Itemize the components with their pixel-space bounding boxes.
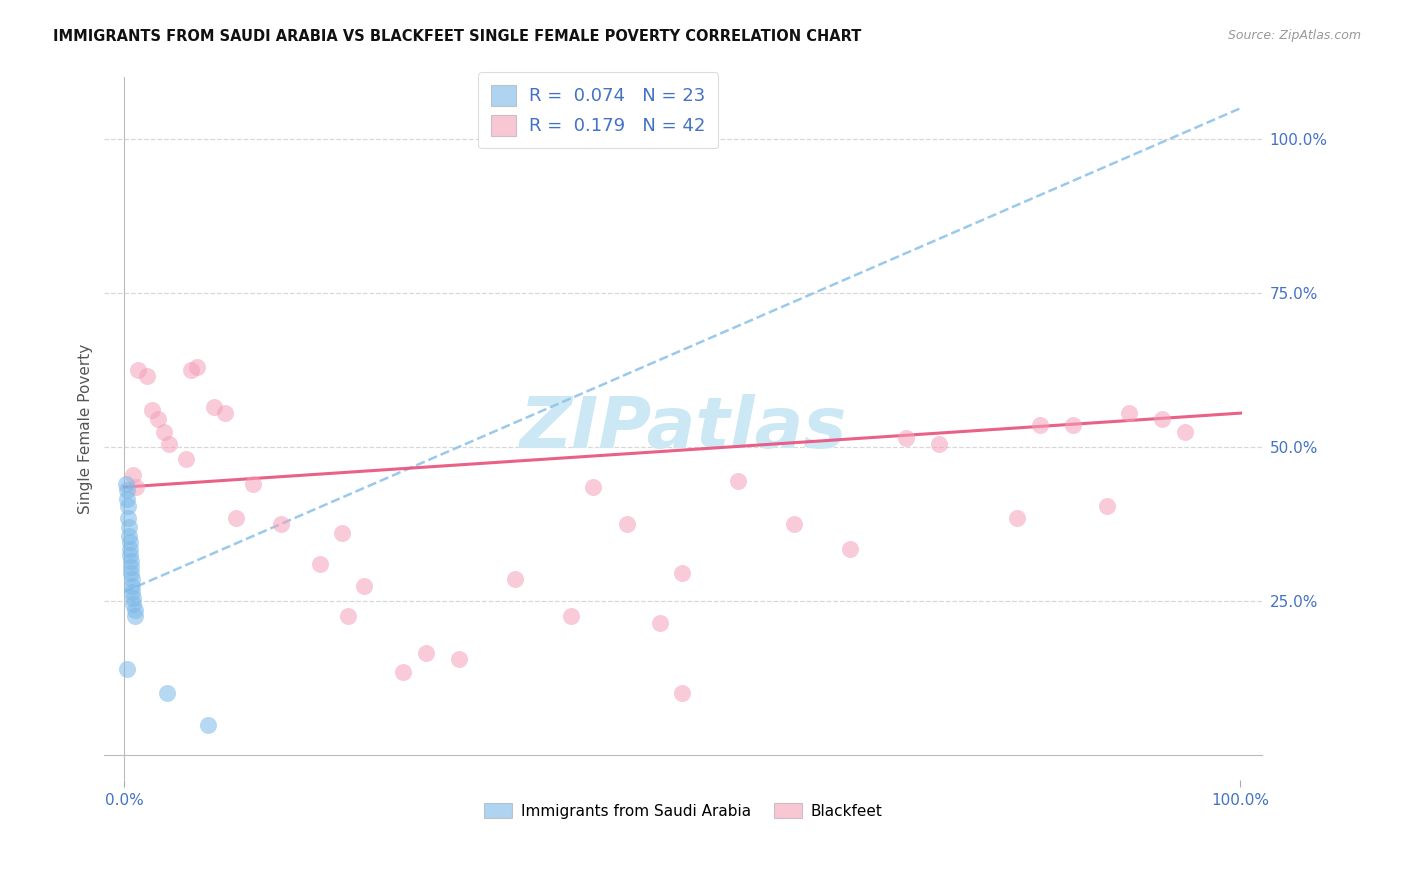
Point [157, 437, 180, 451]
Point [214, 406, 236, 420]
Point [336, 609, 359, 624]
Point [202, 400, 225, 414]
Point [121, 578, 143, 592]
Point [1062, 418, 1084, 433]
Point [114, 477, 136, 491]
Point [1174, 425, 1197, 439]
Point [783, 516, 806, 531]
Point [180, 363, 202, 377]
Point [415, 646, 437, 660]
Point [671, 686, 693, 700]
Point [353, 578, 375, 592]
Point [197, 718, 219, 732]
Point [115, 483, 138, 497]
Point [156, 686, 179, 700]
Point [120, 566, 142, 581]
Point [928, 437, 950, 451]
Point [671, 566, 693, 581]
Point [118, 541, 141, 556]
Point [1095, 499, 1118, 513]
Point [117, 499, 139, 513]
Point [121, 584, 143, 599]
Point [117, 492, 139, 507]
Point [122, 467, 145, 482]
Point [242, 477, 264, 491]
Point [117, 511, 139, 525]
Point [1152, 412, 1174, 426]
Point [392, 665, 415, 679]
Text: IMMIGRANTS FROM SAUDI ARABIA VS BLACKFEET SINGLE FEMALE POVERTY CORRELATION CHAR: IMMIGRANTS FROM SAUDI ARABIA VS BLACKFEE… [53, 29, 862, 44]
Point [1118, 406, 1140, 420]
Text: ZIPatlas: ZIPatlas [520, 394, 848, 463]
Point [727, 474, 749, 488]
Point [503, 573, 526, 587]
Point [120, 554, 142, 568]
Point [186, 359, 208, 374]
Point [560, 609, 582, 624]
Point [127, 363, 149, 377]
Point [270, 516, 292, 531]
Point [118, 548, 141, 562]
Point [146, 412, 169, 426]
Point [174, 452, 197, 467]
Point [121, 573, 143, 587]
Point [118, 535, 141, 549]
Point [118, 520, 141, 534]
Point [141, 403, 163, 417]
Point [582, 480, 605, 494]
Point [120, 560, 142, 574]
Point [1007, 511, 1029, 525]
Point [152, 425, 174, 439]
Point [308, 557, 330, 571]
Y-axis label: Single Female Poverty: Single Female Poverty [79, 343, 93, 514]
Point [449, 652, 471, 666]
Point [124, 480, 146, 494]
Text: Source: ZipAtlas.com: Source: ZipAtlas.com [1227, 29, 1361, 42]
Point [118, 529, 141, 543]
Legend: Immigrants from Saudi Arabia, Blackfeet: Immigrants from Saudi Arabia, Blackfeet [478, 797, 889, 824]
Point [135, 369, 157, 384]
Point [124, 603, 146, 617]
Point [225, 511, 247, 525]
Point [894, 431, 917, 445]
Point [124, 609, 146, 624]
Point [616, 516, 638, 531]
Point [1028, 418, 1050, 433]
Point [122, 597, 145, 611]
Point [115, 662, 138, 676]
Point [330, 526, 353, 541]
Point [838, 541, 860, 556]
Point [122, 591, 145, 605]
Point [650, 615, 672, 630]
